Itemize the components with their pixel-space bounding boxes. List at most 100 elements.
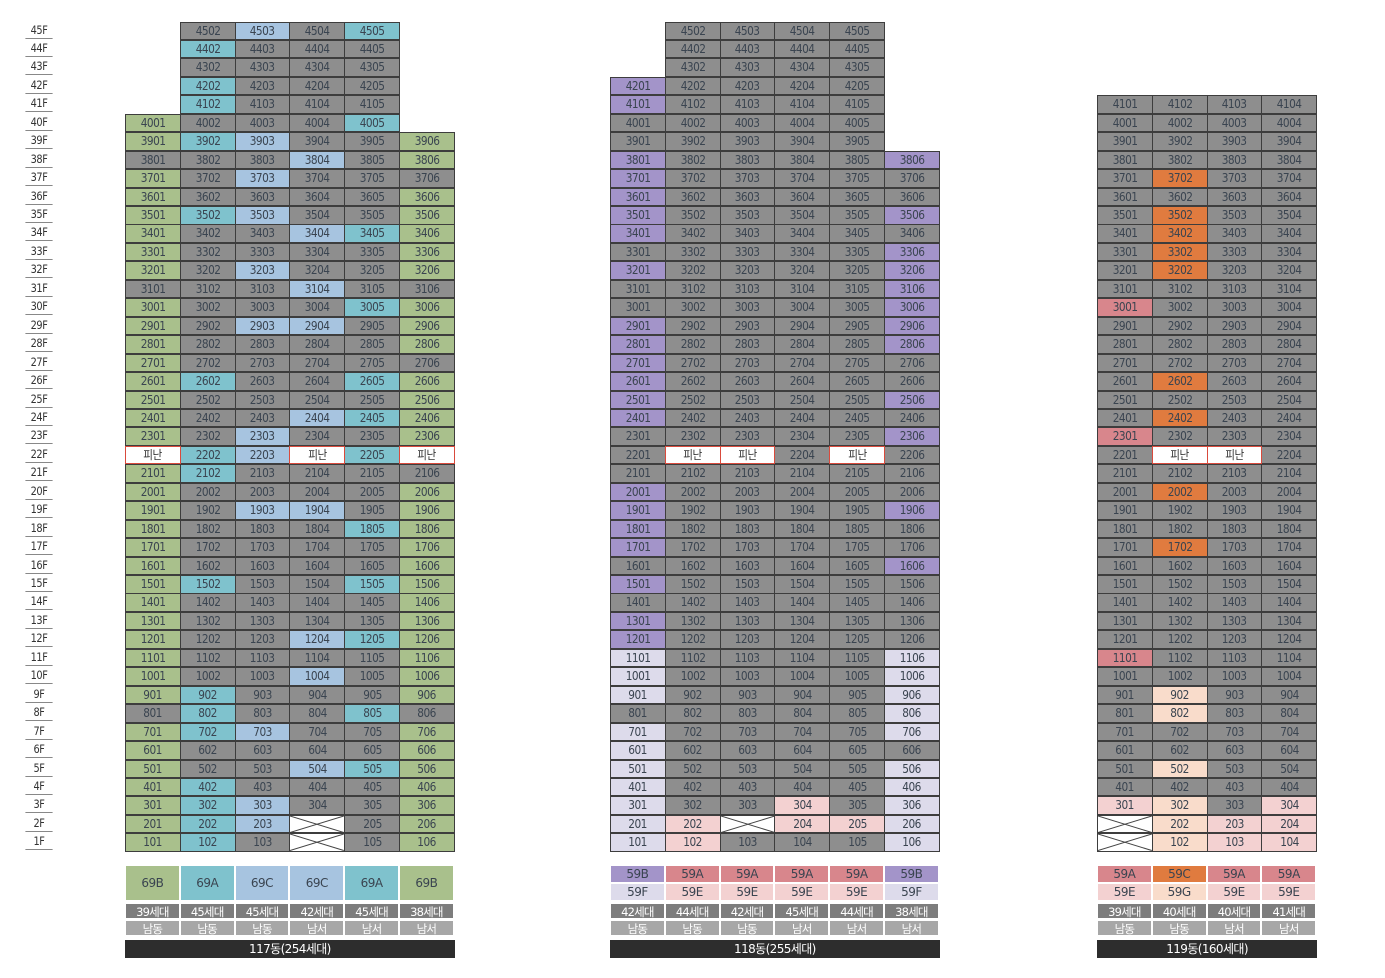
unit-cell: 3905 <box>829 132 885 151</box>
unit-cell: 1805 <box>829 519 885 539</box>
unit-cell: 4201 <box>610 76 666 96</box>
unit-cell: 1004 <box>1261 667 1318 686</box>
unit-cell: 3703 <box>234 169 291 188</box>
unit-cell: 1504 <box>289 575 346 594</box>
unit-cell: 2303 <box>1206 427 1263 446</box>
unit-cell: 1301 <box>610 611 666 631</box>
unit-cell: 1704 <box>289 538 346 557</box>
unit-cell: 3705 <box>829 169 885 188</box>
floor-label: 39F <box>25 132 53 150</box>
refuge-floor-cell: 피난 <box>829 445 885 465</box>
unit-cell: 605 <box>344 741 400 760</box>
unit-cell: 3505 <box>829 206 885 225</box>
unit-cell: 2703 <box>1206 353 1263 373</box>
unit-cell: 3203 <box>1206 261 1263 280</box>
unit-cell: 902 <box>1151 685 1208 705</box>
unit-cell: 506 <box>884 759 940 778</box>
unit-cell: 1003 <box>1206 667 1263 686</box>
void-cross-icon <box>1098 815 1152 833</box>
unit-cell: 206 <box>884 814 940 834</box>
unit-cell: 1804 <box>774 519 831 539</box>
refuge-label: 피난 <box>417 447 437 462</box>
floor-label: 1F <box>25 833 53 851</box>
unit-cell: 1002 <box>1151 667 1208 686</box>
unit-cell: 1606 <box>399 556 455 576</box>
unit-cell: 4305 <box>344 58 400 77</box>
unit-cell: 2006 <box>399 482 455 502</box>
unit-cell: 2601 <box>1097 372 1153 391</box>
unit-type-primary: 59B <box>884 865 939 883</box>
unit-count: 45세대 <box>234 903 290 919</box>
unit-cell: 3606 <box>884 187 940 207</box>
unit-cell: 3105 <box>829 279 885 299</box>
unit-cell: 1505 <box>829 575 885 594</box>
unit-cell: 3503 <box>719 206 776 225</box>
unit-cell: 802 <box>664 704 721 723</box>
unit-cell: 903 <box>1206 685 1263 705</box>
unit-cell: 2505 <box>829 390 885 409</box>
unit-cell: 2004 <box>1261 482 1318 502</box>
unit-cell: 1304 <box>1261 611 1318 631</box>
unit-cell: 502 <box>664 759 721 778</box>
unit-cell: 2901 <box>1097 316 1153 336</box>
unit-cell: 3204 <box>774 261 831 280</box>
unit-cell: 3704 <box>289 169 346 188</box>
unit-cell: 806 <box>884 704 940 723</box>
unit-cell: 406 <box>399 777 455 797</box>
unit-cell: 2702 <box>664 353 721 373</box>
unit-orientation: 남서 <box>399 920 454 936</box>
unit-cell: 204 <box>1261 814 1318 834</box>
unit-cell: 4503 <box>719 21 776 40</box>
floor-label: 9F <box>25 686 53 703</box>
unit-cell: 104 <box>774 833 831 852</box>
unit-cell: 3003 <box>1206 298 1263 317</box>
unit-cell: 1001 <box>125 667 181 686</box>
unit-count: 45세대 <box>344 903 399 919</box>
floor-label: 37F <box>25 169 53 187</box>
unit-type-secondary: 59E <box>774 883 830 901</box>
unit-cell: 3102 <box>664 279 721 299</box>
unit-cell: 2001 <box>1097 482 1153 502</box>
floor-label: 21F <box>25 464 53 482</box>
unit-type-primary: 59A <box>1206 865 1262 883</box>
unit-cell: 4003 <box>719 113 776 133</box>
unit-cell: 1106 <box>884 648 940 668</box>
unit-cell: 1604 <box>774 556 831 576</box>
unit-cell: 702 <box>664 722 721 742</box>
unit-cell: 3901 <box>125 132 181 151</box>
unit-cell: 2906 <box>399 316 455 336</box>
unit-cell: 1303 <box>234 611 291 631</box>
unit-type-secondary: 59E <box>1206 883 1262 901</box>
unit-cell: 2003 <box>1206 482 1263 502</box>
unit-cell: 4104 <box>289 95 346 114</box>
unit-cell: 3306 <box>884 242 940 262</box>
unit-cell: 3603 <box>234 187 291 207</box>
unit-cell: 1601 <box>125 556 181 576</box>
unit-cell: 103 <box>1206 833 1263 852</box>
unit-cell: 3301 <box>610 242 666 262</box>
unit-cell: 3503 <box>234 206 291 225</box>
floor-label: 3F <box>25 796 53 814</box>
unit-cell: 1406 <box>884 593 940 612</box>
unit-cell: 403 <box>719 777 776 797</box>
unit-cell: 1902 <box>1151 501 1208 520</box>
unit-cell: 1903 <box>1206 501 1263 520</box>
unit-cell: 501 <box>125 759 181 778</box>
unit-cell: 2506 <box>884 390 940 409</box>
unit-orientation: 남서 <box>1206 920 1262 936</box>
unit-cell: 3803 <box>234 150 291 170</box>
unit-orientation: 남서 <box>1261 920 1317 936</box>
unit-cell: 3401 <box>1097 224 1153 243</box>
unit-cell: 2303 <box>234 427 291 446</box>
unit-cell: 1402 <box>1151 593 1208 612</box>
unit-cell: 2306 <box>884 427 940 446</box>
unit-cell: 204 <box>774 814 831 834</box>
floor-label: 29F <box>25 317 53 334</box>
unit-cell: 3001 <box>610 298 666 317</box>
unit-count: 42세대 <box>289 903 345 919</box>
unit-cell: 302 <box>1151 796 1208 815</box>
unit-cell: 3601 <box>610 187 666 207</box>
unit-cell: 1305 <box>344 611 400 631</box>
unit-cell: 1302 <box>179 611 236 631</box>
unit-count: 44세대 <box>664 903 720 919</box>
